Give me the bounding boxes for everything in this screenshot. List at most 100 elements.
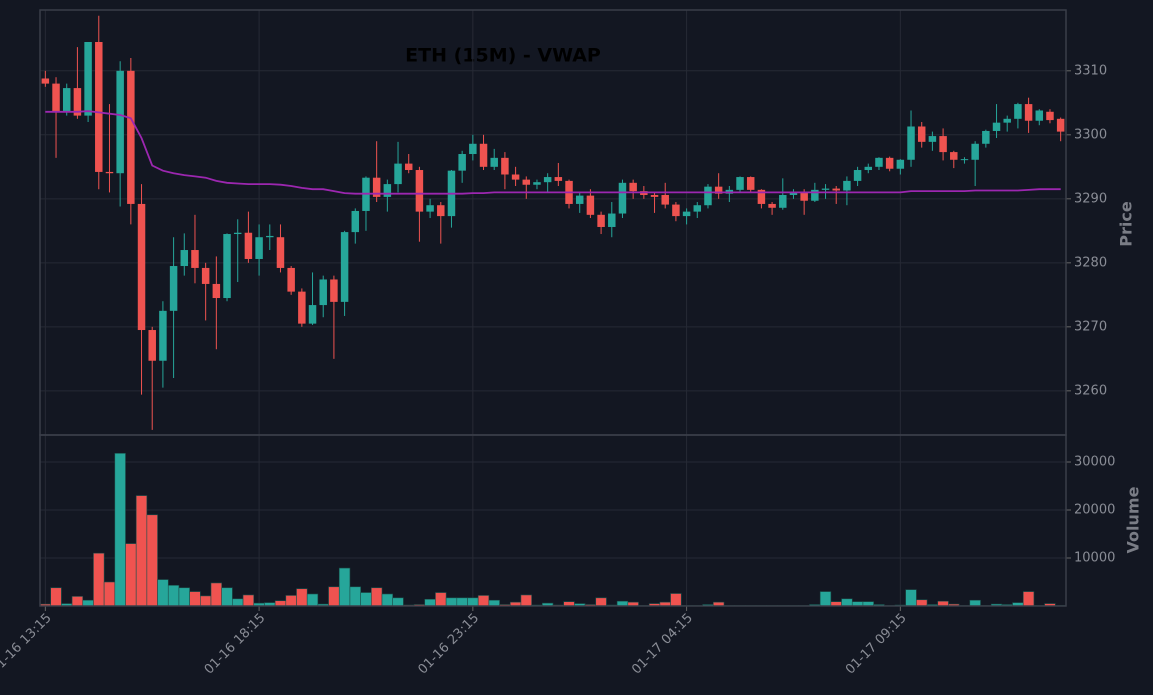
candle-body: [501, 157, 509, 175]
volume-bar: [210, 582, 222, 607]
candle-body: [885, 157, 894, 169]
candle-body: [298, 291, 306, 324]
volume-bar: [221, 587, 233, 607]
candle-body: [789, 192, 798, 195]
candle-body: [982, 130, 990, 144]
volume-tick-label: 10000: [1074, 551, 1115, 566]
y-tick-label: 3280: [1074, 255, 1107, 270]
volume-bar: [93, 552, 105, 607]
candle-body: [575, 195, 584, 204]
volume-bar: [381, 593, 393, 607]
candle-body: [533, 182, 541, 185]
y-tick-label: 3290: [1074, 191, 1107, 206]
candle-body: [276, 237, 285, 268]
candle-body: [693, 205, 702, 212]
volume-bar: [435, 592, 447, 607]
candle-body: [330, 279, 338, 302]
volume-bar: [905, 589, 917, 607]
volume-bar: [103, 581, 116, 607]
candle-body: [169, 266, 178, 311]
candle-body: [1014, 104, 1022, 119]
candle-body: [736, 177, 744, 190]
y-axis-label: Price: [1117, 201, 1136, 247]
candle-body: [650, 194, 659, 197]
volume-bar: [445, 597, 458, 607]
volume-bar: [296, 588, 308, 607]
candle-body: [148, 330, 156, 361]
volume-axis-label: Volume: [1124, 486, 1143, 553]
candle-body: [757, 189, 766, 204]
candle-body: [180, 250, 189, 267]
candle-body: [437, 205, 445, 217]
candle-body: [950, 152, 958, 160]
volume-bar: [595, 597, 607, 607]
candle-body: [682, 211, 691, 217]
candle-body: [404, 163, 413, 171]
candle-body: [191, 250, 199, 268]
candle-body: [960, 159, 969, 161]
volume-bar: [232, 598, 244, 607]
candle-body: [597, 214, 605, 227]
candle-body: [992, 122, 1001, 131]
candle-body: [340, 232, 349, 302]
volume-bar: [135, 495, 148, 607]
volume-bar: [242, 594, 255, 607]
candle-body: [928, 136, 937, 142]
candle-body: [490, 157, 498, 167]
volume-bar: [50, 587, 62, 607]
candle-body: [62, 88, 71, 112]
volume-bar: [200, 595, 212, 607]
candle-body: [971, 143, 979, 160]
volume-bar: [157, 579, 169, 607]
volume-bar: [114, 453, 126, 607]
candle-body: [1024, 104, 1033, 121]
candle-body: [372, 177, 381, 197]
candle-body: [458, 154, 466, 171]
candle-body: [308, 305, 317, 324]
volume-bar: [467, 597, 479, 607]
candle-body: [821, 188, 830, 190]
candle-body: [554, 177, 563, 181]
volume-bar: [349, 586, 361, 607]
candle-body: [875, 157, 883, 167]
candle-body: [714, 186, 723, 194]
y-tick-label: 3310: [1074, 63, 1107, 78]
candle-body: [917, 126, 926, 142]
candle-body: [832, 188, 840, 191]
volume-bar: [189, 591, 201, 607]
candle-body: [811, 189, 819, 201]
volume-panel-frame: [39, 434, 1067, 607]
y-tick-label: 3260: [1074, 383, 1107, 398]
candle-body: [95, 42, 103, 172]
candle-body: [84, 42, 92, 116]
candle-body: [41, 78, 50, 84]
volume-bar: [285, 595, 297, 607]
candle-body: [383, 184, 392, 197]
candle-body: [853, 170, 862, 181]
candle-body: [255, 237, 263, 259]
candle-body: [201, 267, 210, 284]
volume-bar: [520, 594, 532, 607]
candle-body: [223, 234, 231, 299]
candle-body: [843, 180, 851, 191]
candle-body: [896, 159, 905, 169]
candle-body: [800, 192, 808, 201]
volume-bar: [819, 591, 832, 607]
candle-body: [73, 88, 82, 116]
candle-body: [394, 163, 402, 185]
candle-body: [479, 143, 488, 167]
candle-body: [105, 171, 114, 174]
volume-bar: [371, 587, 383, 607]
candle-body: [907, 126, 915, 160]
volume-bar: [841, 598, 853, 607]
candle-body: [864, 166, 873, 171]
y-tick-label: 3300: [1074, 127, 1107, 142]
candle-body: [1035, 110, 1044, 121]
volume-bar: [916, 599, 928, 607]
candle-body: [768, 203, 776, 208]
chart-title: ETH (15M) - VWAP: [405, 45, 601, 67]
candle-body: [287, 267, 295, 292]
volume-bar: [178, 587, 190, 607]
candle-body: [137, 203, 146, 331]
candle-body: [1046, 111, 1054, 121]
